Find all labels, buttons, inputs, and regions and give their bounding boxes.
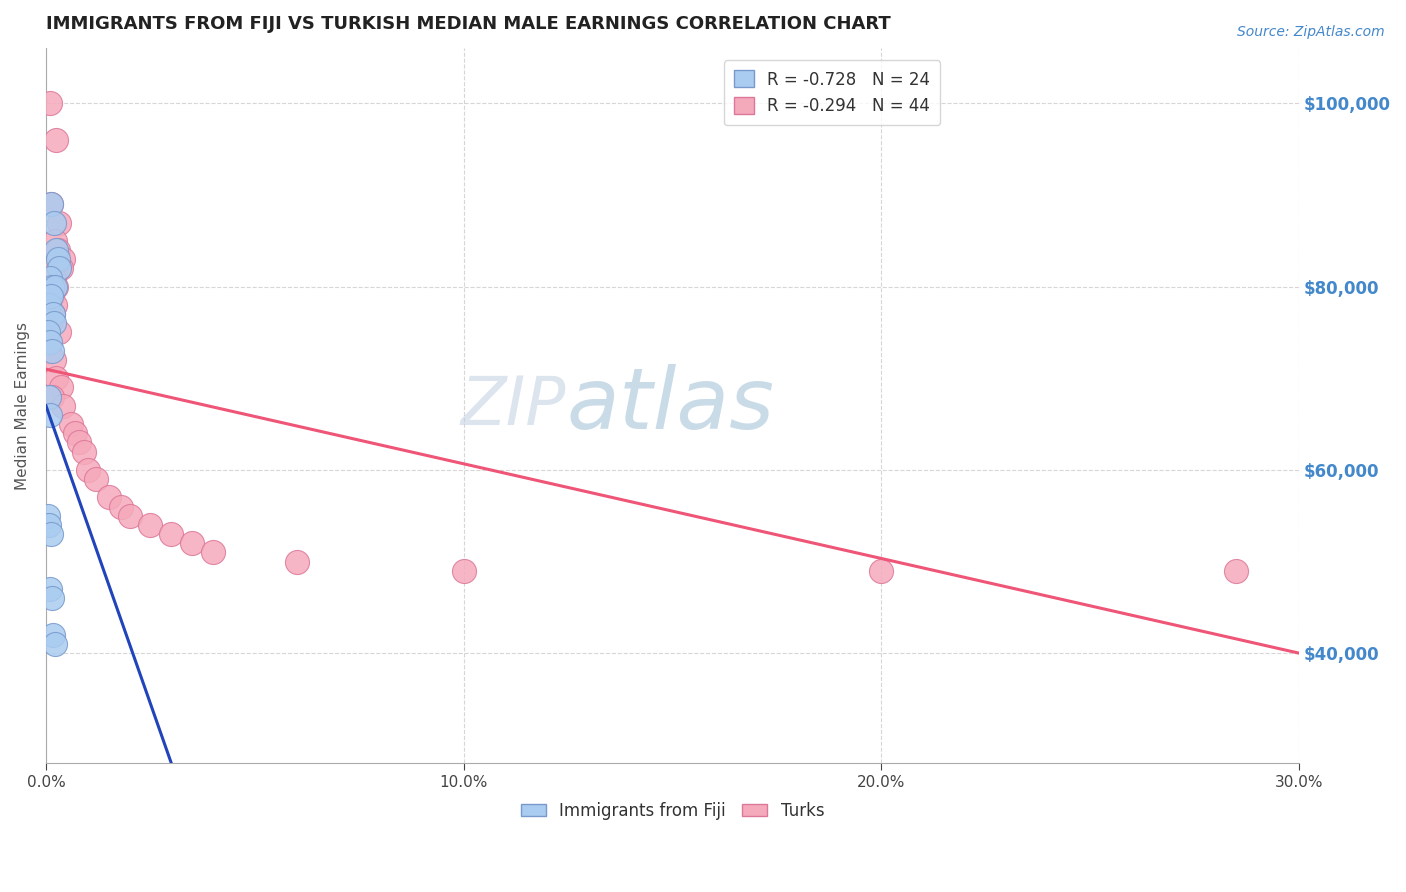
Legend: Immigrants from Fiji, Turks: Immigrants from Fiji, Turks bbox=[515, 795, 831, 826]
Point bbox=[45, 371, 67, 385]
Point bbox=[39, 316, 62, 330]
Point bbox=[1225, 564, 1247, 578]
Point bbox=[44, 270, 66, 285]
Point bbox=[44, 279, 66, 293]
Text: Source: ZipAtlas.com: Source: ZipAtlas.com bbox=[1237, 25, 1385, 39]
Point bbox=[42, 628, 65, 642]
Point bbox=[39, 408, 62, 422]
Point bbox=[42, 307, 65, 321]
Point bbox=[76, 463, 98, 477]
Point bbox=[41, 279, 63, 293]
Point bbox=[97, 491, 120, 505]
Point bbox=[110, 500, 132, 514]
Point bbox=[139, 517, 162, 532]
Point bbox=[46, 243, 69, 257]
Point bbox=[45, 279, 67, 293]
Point bbox=[45, 133, 67, 147]
Point bbox=[41, 591, 63, 606]
Point bbox=[42, 307, 65, 321]
Point bbox=[44, 234, 66, 248]
Point bbox=[63, 426, 86, 441]
Point bbox=[38, 517, 60, 532]
Point bbox=[39, 270, 62, 285]
Point bbox=[39, 289, 62, 303]
Point bbox=[37, 508, 59, 523]
Point bbox=[38, 298, 60, 312]
Point bbox=[67, 435, 90, 450]
Y-axis label: Median Male Earnings: Median Male Earnings bbox=[15, 322, 30, 490]
Point bbox=[44, 316, 66, 330]
Point bbox=[118, 508, 141, 523]
Point bbox=[39, 270, 62, 285]
Point bbox=[38, 390, 60, 404]
Point bbox=[41, 261, 63, 276]
Point bbox=[38, 298, 60, 312]
Point bbox=[38, 343, 60, 358]
Point bbox=[39, 582, 62, 596]
Text: IMMIGRANTS FROM FIJI VS TURKISH MEDIAN MALE EARNINGS CORRELATION CHART: IMMIGRANTS FROM FIJI VS TURKISH MEDIAN M… bbox=[46, 15, 891, 33]
Point bbox=[60, 417, 83, 431]
Point bbox=[46, 252, 69, 267]
Point bbox=[48, 261, 70, 276]
Point bbox=[44, 298, 66, 312]
Point bbox=[42, 279, 65, 293]
Point bbox=[39, 527, 62, 541]
Point bbox=[41, 289, 63, 303]
Point bbox=[41, 343, 63, 358]
Point bbox=[160, 527, 183, 541]
Point bbox=[48, 326, 70, 340]
Point bbox=[37, 326, 59, 340]
Point bbox=[49, 380, 72, 394]
Point bbox=[41, 197, 63, 211]
Point bbox=[48, 215, 70, 229]
Point bbox=[39, 307, 62, 321]
Point bbox=[44, 215, 66, 229]
Point bbox=[72, 444, 94, 458]
Point bbox=[41, 197, 63, 211]
Point bbox=[39, 334, 62, 349]
Point bbox=[202, 545, 225, 559]
Point bbox=[49, 261, 72, 276]
Point bbox=[39, 96, 62, 111]
Point bbox=[84, 472, 107, 486]
Point bbox=[52, 399, 75, 413]
Point bbox=[41, 390, 63, 404]
Point bbox=[52, 252, 75, 267]
Point bbox=[870, 564, 893, 578]
Point bbox=[181, 536, 204, 550]
Point bbox=[39, 289, 62, 303]
Point bbox=[453, 564, 475, 578]
Point bbox=[285, 555, 308, 569]
Point bbox=[44, 353, 66, 368]
Point bbox=[45, 243, 67, 257]
Point bbox=[44, 637, 66, 651]
Text: atlas: atlas bbox=[567, 364, 775, 447]
Text: ZIP: ZIP bbox=[461, 373, 567, 439]
